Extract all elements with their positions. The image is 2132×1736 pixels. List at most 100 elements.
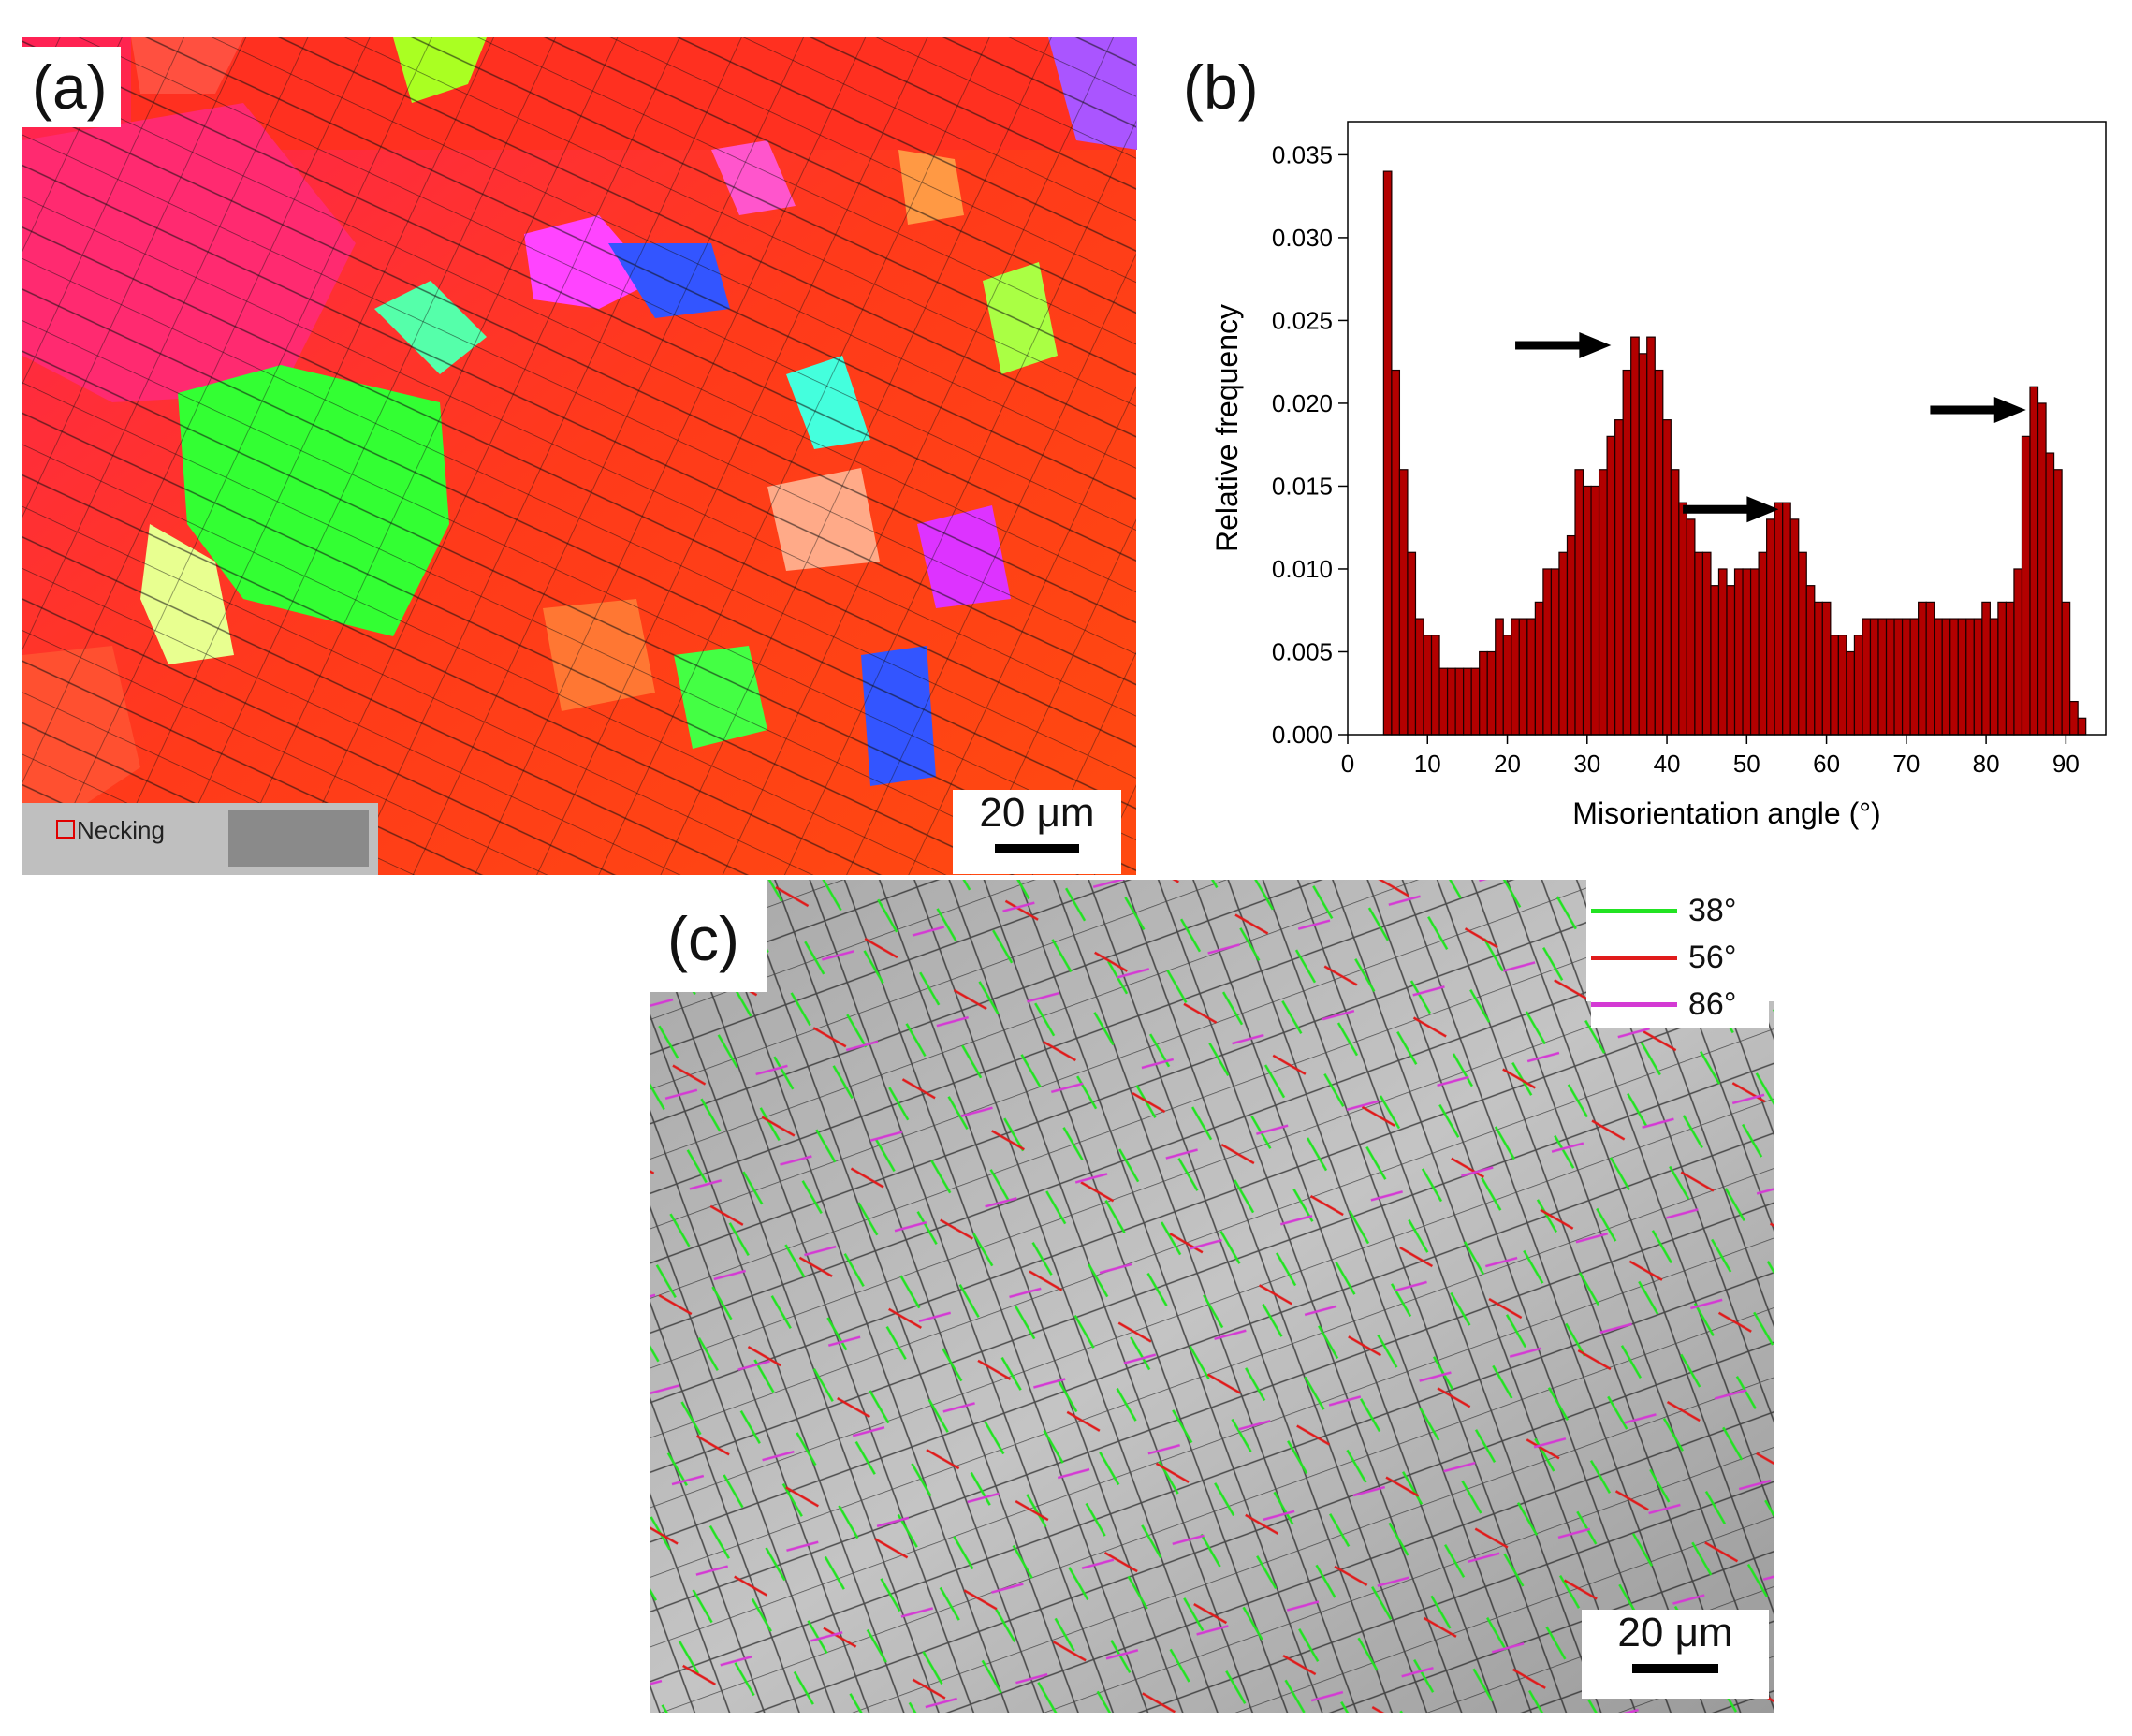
histogram-bar (1965, 618, 1975, 736)
histogram-bar (1997, 601, 2008, 736)
grain-boundary-map (650, 880, 1774, 1713)
histogram-bar (1518, 618, 1528, 736)
peak-arrow-icon (1515, 331, 1612, 358)
histogram-bar (1646, 336, 1656, 736)
panel-c-label: (c) (667, 904, 739, 973)
histogram-bar (1925, 601, 1935, 736)
x-tick-label: 0 (1341, 750, 1354, 778)
legend-label-86: 86° (1688, 985, 1737, 1022)
y-tick-label: 0.010 (1272, 555, 1333, 583)
histogram-bar (1582, 485, 1592, 736)
histogram-bar (1574, 469, 1584, 736)
x-tick-label: 50 (1733, 750, 1760, 778)
histogram-bar (1430, 635, 1440, 736)
histogram-bar (1446, 667, 1456, 736)
boundary-legend: 38° 56° 86° (1591, 887, 1769, 1028)
histogram-bar (2021, 435, 2031, 736)
necking-marker-icon (56, 820, 75, 839)
histogram-bar (1479, 650, 1488, 736)
legend-swatch-green (1591, 908, 1677, 913)
histogram-bar (1798, 551, 1807, 736)
histogram-bar (1550, 568, 1560, 736)
histogram-bar (1885, 618, 1895, 736)
histogram-bar (1407, 551, 1417, 736)
histogram-bar (1821, 601, 1832, 736)
histogram-bar (1893, 618, 1904, 736)
histogram-bar (1766, 518, 1775, 736)
histogram-bar (1701, 551, 1712, 736)
panel-b-label: (b) (1183, 52, 1259, 122)
histogram-bar (1853, 635, 1863, 736)
histogram-bar (1758, 551, 1768, 736)
histogram-bar (1949, 618, 1959, 736)
histogram-bar (1733, 568, 1744, 736)
histogram-bar (1846, 650, 1856, 736)
panel-c-scale-bar: 20 μm (1582, 1610, 1769, 1699)
histogram-bar (1558, 551, 1569, 736)
panel-a-scale-line (995, 844, 1079, 853)
histogram-bar (2029, 386, 2039, 736)
y-tick-label: 0.005 (1272, 637, 1333, 665)
x-axis-label: Misorientation angle (°) (1572, 796, 1880, 830)
histogram-bar (1630, 336, 1640, 736)
histogram-bar (1837, 635, 1847, 736)
peak-arrow-icon (1683, 496, 1779, 523)
histogram-bar (1694, 551, 1704, 736)
y-tick-label: 0.020 (1272, 389, 1333, 417)
plot-frame (1347, 121, 2107, 736)
x-tick-label: 90 (2052, 750, 2080, 778)
histogram-bar (1662, 419, 1672, 736)
histogram-bar (1989, 618, 1999, 736)
histogram-bar (1470, 667, 1481, 736)
histogram-bar (1670, 469, 1680, 736)
legend-item-86: 86° (1591, 981, 1769, 1028)
histogram-bar (1654, 369, 1664, 736)
x-tick-label: 80 (1973, 750, 2000, 778)
x-tick-label: 10 (1414, 750, 1441, 778)
histogram-bar (1598, 469, 1608, 736)
histogram-bar (1614, 419, 1624, 736)
histogram-bar (1789, 518, 1800, 736)
histogram-bar (2077, 717, 2087, 736)
panel-c-scale-line (1632, 1664, 1718, 1673)
histogram-bar (1438, 667, 1449, 736)
y-tick-label: 0.000 (1272, 721, 1333, 749)
histogram-bar (2037, 402, 2047, 736)
y-tick-label: 0.025 (1272, 306, 1333, 334)
x-tick-label: 60 (1813, 750, 1840, 778)
y-tick-label: 0.035 (1272, 140, 1333, 168)
legend-label-56: 56° (1688, 939, 1737, 975)
x-tick-label: 70 (1892, 750, 1920, 778)
panel-c-scale-text: 20 μm (1617, 1610, 1733, 1656)
y-tick-label: 0.030 (1272, 224, 1333, 252)
ebsd-orientation-map (22, 37, 1137, 875)
histogram-bar (1463, 667, 1472, 736)
histogram-bar (1901, 618, 1911, 736)
panel-a-scale-text: 20 μm (979, 790, 1095, 836)
y-tick-label: 0.015 (1272, 472, 1333, 500)
specimen-bar (228, 810, 369, 867)
histogram-bar (1862, 618, 1872, 736)
histogram-bar (1391, 369, 1401, 736)
panel-c: (c) 38° 56° 86° 20 μm (650, 880, 1774, 1713)
histogram-bar (2052, 469, 2063, 736)
histogram-bar (1717, 568, 1728, 736)
histogram-bar (2069, 700, 2079, 736)
histogram-bar (2061, 601, 2071, 736)
y-axis-label: Relative frequency (1210, 304, 1244, 552)
histogram-bar (1934, 618, 1943, 736)
histogram-bar (1414, 618, 1424, 736)
legend-item-56: 56° (1591, 934, 1769, 981)
panel-b: (b) 0 10 20 30 40 50 60 70 80 90 0.000 0.005 0.010 0.… (1161, 0, 2132, 875)
histogram-bar (1749, 568, 1760, 736)
histogram-bar (1686, 518, 1696, 736)
histogram-bar (1622, 369, 1632, 736)
histogram-bar (1941, 618, 1951, 736)
histogram-bar (1830, 635, 1839, 736)
histogram-bar (1423, 635, 1433, 736)
panel-a-label: (a) (19, 47, 121, 127)
histogram-bar (1805, 585, 1816, 736)
histogram-bar (1918, 601, 1927, 736)
histogram-bar (1981, 601, 1991, 736)
histogram-bar (1590, 485, 1600, 736)
